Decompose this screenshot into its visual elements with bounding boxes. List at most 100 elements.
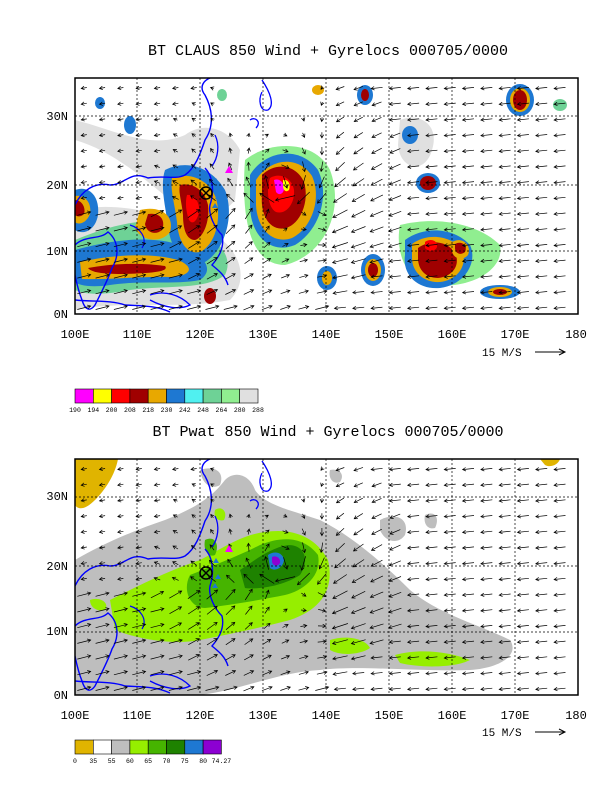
colorbar-label: 218	[142, 407, 154, 414]
wind-arrow	[480, 577, 493, 582]
wind-arrow	[553, 101, 566, 107]
wind-arrow	[425, 639, 438, 645]
wind-arrow	[243, 304, 255, 311]
wind-arrow	[461, 498, 475, 503]
wind-arrow	[516, 243, 529, 248]
wind-arrow	[443, 561, 456, 566]
wind-arrow	[425, 196, 438, 201]
wind-arrow	[153, 561, 161, 566]
wind-arrow	[98, 545, 106, 550]
wind-arrow	[172, 514, 178, 519]
wind-arrow	[498, 164, 511, 169]
wind-arrow	[425, 624, 438, 629]
wind-arrow	[335, 116, 345, 123]
wind-arrow	[553, 545, 566, 550]
wind-arrow	[388, 498, 401, 503]
wind-arrow	[516, 624, 529, 629]
wind-arrow	[80, 148, 87, 153]
wind-arrow	[95, 241, 110, 248]
wind-arrow	[132, 685, 147, 691]
colorbar-swatch	[202, 388, 222, 404]
wind-arrow	[335, 131, 345, 139]
wind-arrow	[153, 148, 161, 153]
wind-arrow	[443, 608, 456, 613]
wind-arrow	[332, 671, 348, 676]
wind-arrow	[117, 195, 124, 200]
wind-arrow	[150, 209, 165, 218]
wind-arrow	[425, 133, 438, 138]
wind-arrow	[461, 561, 475, 566]
wind-arrow	[406, 561, 420, 566]
wind-arrow	[352, 162, 364, 171]
wind-arrow	[406, 467, 420, 472]
wind-arrow	[443, 592, 456, 597]
wind-arrow	[498, 180, 511, 185]
wind-arrow	[388, 687, 401, 692]
wind-arrow	[98, 529, 106, 534]
map-frame	[74, 458, 579, 696]
wind-arrow	[225, 257, 236, 265]
wind-arrow	[132, 670, 147, 676]
wind-arrow	[281, 639, 290, 644]
wind-arrow	[443, 117, 456, 122]
wind-arrow	[245, 605, 253, 615]
wind-arrow	[350, 639, 366, 645]
wind-arrow	[225, 654, 236, 661]
wind-arrow	[480, 592, 493, 597]
wind-arrow	[335, 497, 345, 504]
wind-arrow	[535, 180, 548, 185]
wind-arrow	[243, 573, 254, 584]
wind-arrow	[153, 482, 161, 487]
wind-arrow	[132, 210, 147, 216]
reference-arrow	[535, 348, 567, 356]
gyre-markers	[199, 166, 233, 208]
wind-arrow	[516, 211, 529, 216]
wind-arrow	[332, 209, 348, 218]
wind-arrow	[516, 306, 529, 311]
wind-arrow	[443, 164, 456, 169]
wind-arrow	[172, 545, 179, 550]
wind-arrow	[535, 498, 548, 503]
xtick-label: 160E	[438, 709, 467, 723]
wind-arrow	[206, 288, 219, 295]
xtick-label: 100E	[61, 328, 90, 342]
wind-arrow	[244, 588, 253, 601]
wind-arrow	[210, 513, 215, 519]
wind-arrow	[171, 466, 179, 472]
wind-arrow	[461, 227, 475, 232]
wind-arrow	[516, 671, 529, 676]
wind-arrow	[406, 196, 420, 201]
wind-arrow	[95, 591, 110, 597]
wind-arrow	[228, 132, 233, 138]
wind-arrow	[535, 149, 548, 154]
ytick-label: 20N	[46, 179, 68, 193]
wind-arrow	[77, 304, 92, 310]
wind-arrow	[425, 608, 438, 613]
wind-arrow	[370, 687, 383, 692]
wind-arrow	[425, 514, 438, 519]
wind-arrow	[80, 545, 87, 550]
wind-arrow	[153, 195, 161, 200]
wind-arrow	[516, 101, 529, 107]
wind-arrow	[210, 117, 215, 122]
wind-arrow	[461, 592, 475, 597]
wind-arrow	[353, 467, 364, 472]
wind-arrow	[317, 655, 328, 660]
wind-arrow	[264, 543, 270, 552]
wind-arrow	[535, 577, 548, 582]
wind-arrow	[480, 227, 493, 232]
wind-arrow	[553, 164, 566, 169]
blue-triangle-marker	[213, 178, 219, 183]
wind-arrow	[425, 498, 438, 503]
wind-arrow	[480, 243, 493, 248]
wind-arrow	[301, 513, 306, 519]
wind-arrow	[553, 86, 566, 91]
wind-arrow	[300, 623, 308, 629]
wind-arrow	[264, 529, 270, 534]
wind-arrow	[320, 482, 325, 487]
wind-arrow	[553, 258, 566, 264]
wind-arrow	[188, 225, 200, 234]
wind-arrow	[265, 208, 270, 219]
wind-arrow	[461, 86, 475, 91]
wind-arrow	[228, 528, 233, 535]
